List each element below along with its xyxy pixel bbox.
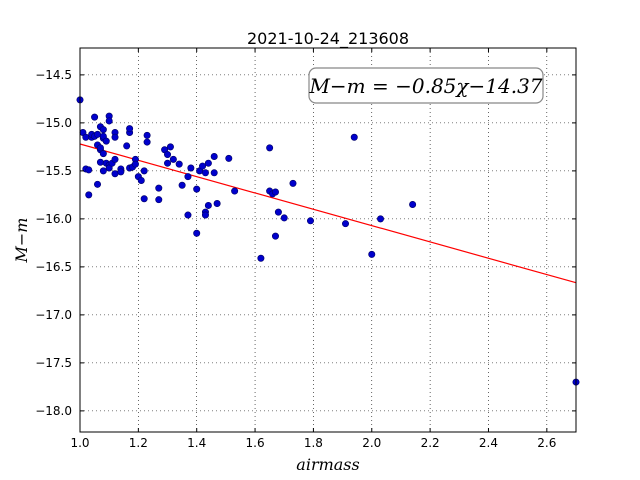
x-tick-label: 1.0	[70, 436, 89, 450]
data-points	[76, 96, 580, 386]
data-point	[368, 250, 376, 258]
annotation-text: M−m = −0.85χ−14.37	[308, 74, 542, 98]
data-point	[280, 214, 288, 222]
data-point	[193, 185, 201, 193]
data-point	[213, 200, 221, 208]
x-tick-label: 1.8	[304, 436, 323, 450]
fit-annotation: M−m = −0.85χ−14.37	[308, 67, 544, 104]
data-point	[164, 159, 172, 167]
x-tick-label: 2.4	[479, 436, 498, 450]
data-point	[85, 166, 93, 174]
x-tick-label: 1.6	[246, 436, 265, 450]
y-tick-label: −17.0	[35, 308, 72, 322]
x-axis-label: airmass	[296, 455, 359, 474]
y-tick-label: −15.5	[35, 164, 72, 178]
x-tick-label: 2.0	[362, 436, 381, 450]
data-point	[111, 155, 119, 163]
data-point	[143, 138, 151, 146]
grid	[80, 48, 576, 432]
x-tick-label: 1.4	[187, 436, 206, 450]
data-point	[96, 144, 104, 152]
data-point	[231, 187, 239, 195]
data-point	[85, 191, 93, 199]
data-point	[155, 184, 163, 192]
data-point	[105, 117, 113, 125]
data-point	[99, 167, 107, 175]
data-point	[164, 151, 172, 159]
y-axis-label: M−m	[12, 218, 31, 264]
data-point	[137, 176, 145, 184]
data-point	[184, 211, 192, 219]
data-point	[155, 196, 163, 204]
data-point	[201, 211, 209, 219]
data-point	[178, 181, 186, 189]
data-point	[257, 254, 265, 262]
data-point	[111, 133, 119, 141]
data-point	[210, 152, 218, 160]
data-point	[289, 179, 297, 187]
data-point	[140, 167, 148, 175]
data-point	[274, 208, 282, 216]
x-tick-label: 2.2	[421, 436, 440, 450]
x-tick-label: 2.6	[537, 436, 556, 450]
y-tick-label: −16.0	[35, 212, 72, 226]
data-point	[204, 201, 212, 209]
data-point	[266, 144, 274, 152]
data-point	[143, 131, 151, 139]
y-tick-label: −16.5	[35, 260, 72, 274]
data-point	[350, 133, 358, 141]
y-tick-label: −18.0	[35, 404, 72, 418]
data-point	[193, 229, 201, 237]
data-point	[210, 169, 218, 177]
data-point	[201, 169, 209, 177]
data-point	[166, 143, 174, 151]
data-point	[271, 232, 279, 240]
chart-title: 2021-10-24_213608	[247, 29, 409, 49]
axis-ticks: 1.0 1.2 1.4 1.6 1.8 2.0 2.2 2.4 2.6 −14.5 −15.0 −15…	[35, 48, 576, 450]
data-point	[175, 160, 183, 168]
data-point	[225, 154, 233, 162]
data-point	[91, 113, 99, 121]
annotation-frame	[308, 67, 544, 104]
fit-line	[79, 143, 577, 284]
data-point	[131, 160, 139, 168]
data-point	[82, 133, 90, 141]
data-point	[409, 200, 417, 208]
data-point	[169, 155, 177, 163]
data-point	[184, 173, 192, 181]
x-tick-label: 1.2	[129, 436, 148, 450]
data-point	[111, 170, 119, 178]
y-tick-label: −17.5	[35, 356, 72, 370]
data-point	[140, 195, 148, 203]
data-point	[96, 158, 104, 166]
data-point	[126, 125, 134, 133]
data-point	[99, 150, 107, 158]
y-tick-label: −15.0	[35, 116, 72, 130]
data-point	[187, 164, 195, 172]
y-tick-label: −14.5	[35, 68, 72, 82]
data-point	[204, 159, 212, 167]
data-point	[377, 215, 385, 223]
data-point	[306, 217, 314, 225]
data-point	[123, 142, 131, 150]
data-point	[271, 188, 279, 196]
data-point	[99, 126, 107, 134]
data-point	[94, 130, 102, 138]
plot-area	[79, 47, 577, 433]
data-point	[342, 220, 350, 228]
data-point	[102, 137, 110, 145]
data-point	[94, 180, 102, 188]
data-point	[117, 168, 125, 176]
data-point	[199, 162, 207, 170]
